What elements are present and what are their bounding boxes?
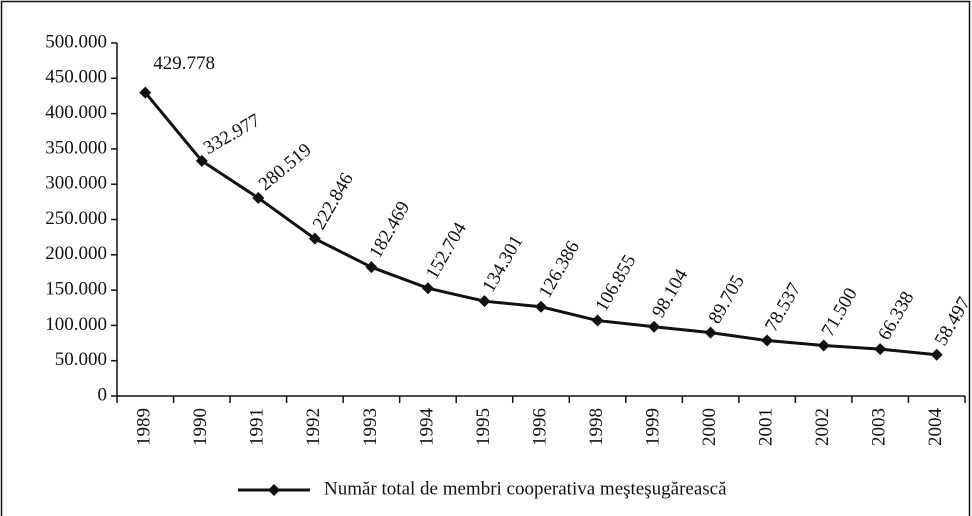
- data-marker: [704, 326, 717, 339]
- x-tick-label: 1999: [642, 408, 663, 446]
- x-tick-label: 1998: [586, 408, 607, 446]
- x-tick-label: 1990: [190, 408, 211, 446]
- x-tick-label: 2000: [699, 408, 720, 446]
- x-tick-label: 2004: [925, 408, 946, 447]
- data-marker: [308, 232, 321, 245]
- x-tick-label: 2001: [755, 408, 776, 446]
- data-label: 182.469: [365, 198, 414, 262]
- legend-marker: [268, 484, 280, 496]
- legend-label: Număr total de membri cooperativa meşteş…: [324, 478, 727, 499]
- x-tick-label: 1991: [247, 408, 268, 446]
- data-marker: [421, 282, 434, 295]
- data-marker: [817, 339, 830, 352]
- y-tick-label: 150.000: [45, 278, 107, 299]
- y-tick-label: 250.000: [45, 208, 107, 229]
- data-marker: [139, 86, 152, 99]
- x-tick-label: 1994: [416, 408, 437, 447]
- data-label: 66.338: [874, 288, 918, 344]
- y-tick-label: 350.000: [45, 137, 107, 158]
- x-tick-label: 1993: [360, 408, 381, 446]
- x-tick-label: 1996: [529, 408, 550, 446]
- data-marker: [648, 320, 661, 333]
- data-marker: [535, 300, 547, 313]
- y-tick-label: 500.000: [45, 31, 107, 52]
- x-tick-label: 1989: [134, 408, 155, 446]
- data-marker: [591, 314, 604, 327]
- data-label: 332.977: [200, 110, 264, 159]
- data-marker: [930, 348, 943, 361]
- data-label: 280.519: [255, 139, 316, 195]
- y-tick-label: 0: [98, 384, 108, 405]
- y-tick-label: 450.000: [45, 67, 107, 88]
- data-label: 71.500: [818, 284, 862, 340]
- x-tick-label: 2003: [869, 408, 890, 446]
- data-label: 89.705: [705, 272, 749, 328]
- data-marker: [252, 191, 265, 204]
- data-marker: [478, 295, 491, 308]
- data-label: 429.778: [153, 53, 215, 74]
- y-tick-label: 400.000: [45, 102, 107, 123]
- data-line: [144, 91, 937, 357]
- data-marker: [761, 334, 774, 347]
- data-marker: [365, 261, 378, 274]
- y-tick-label: 200.000: [45, 243, 107, 264]
- y-tick-label: 100.000: [45, 314, 107, 335]
- data-label: 222.846: [309, 169, 358, 233]
- y-tick-label: 300.000: [45, 173, 107, 194]
- x-tick-label: 2002: [812, 408, 833, 446]
- data-label: 106.855: [591, 251, 640, 315]
- x-tick-label: 1992: [303, 408, 324, 446]
- y-tick-label: 50.000: [55, 349, 107, 370]
- data-label: 98.104: [648, 265, 693, 321]
- data-marker: [195, 154, 208, 167]
- data-label: 126.386: [535, 237, 584, 301]
- x-tick-label: 1995: [473, 408, 494, 446]
- data-label: 134.301: [478, 232, 527, 296]
- data-label: 152.704: [422, 218, 471, 282]
- data-marker: [874, 343, 887, 356]
- data-label: 58.497: [931, 294, 972, 350]
- data-label: 78.537: [761, 279, 805, 335]
